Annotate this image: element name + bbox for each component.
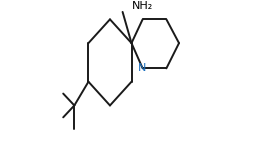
Text: NH₂: NH₂ <box>132 1 153 11</box>
Text: N: N <box>138 63 146 73</box>
